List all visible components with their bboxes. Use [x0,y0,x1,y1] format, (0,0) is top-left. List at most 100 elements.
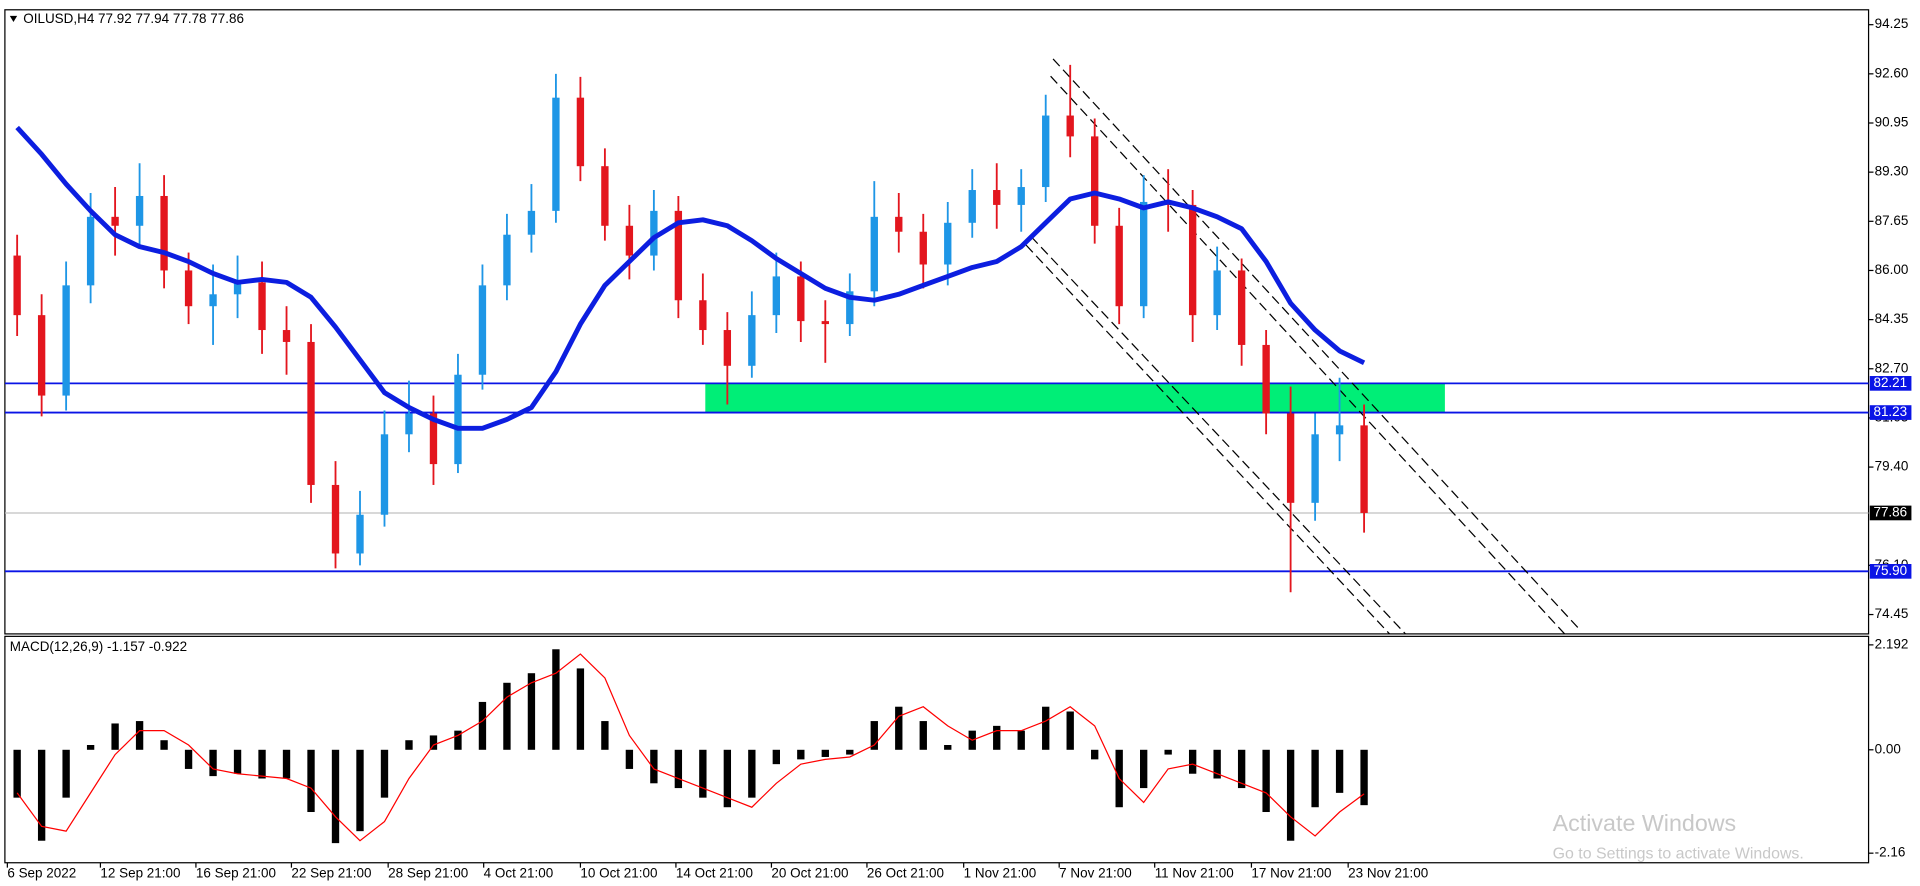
candle-body [699,300,707,331]
candle-body [601,166,609,226]
y-tick-label: 86.00 [1875,262,1909,277]
y-tick-label: 74.45 [1875,606,1909,621]
candle-body [86,216,95,286]
x-tick-label: 23 Nov 21:00 [1348,865,1428,880]
y-tick-label: 87.65 [1875,213,1909,228]
macd-bar [1237,749,1246,789]
macd-y-tick-label: -2.16 [1875,845,1906,860]
macd-bar [331,749,340,844]
trendline [1050,75,1566,634]
macd-bar [454,730,462,750]
candle-body [135,195,144,226]
macd-bar [1188,749,1197,774]
candle-body [1213,270,1221,316]
candle-body [454,374,462,465]
candle-body [576,97,585,167]
x-tick-label: 7 Nov 21:00 [1059,865,1132,880]
candle-body [674,210,683,301]
last-price-box [1869,505,1912,521]
candle-body [380,434,389,515]
candle-body [1017,187,1025,205]
x-tick-label: 11 Nov 21:00 [1155,865,1234,880]
candle-body [478,285,487,375]
candle-body [772,276,780,316]
candle-body [503,234,511,286]
macd-bar [111,723,119,750]
candle-body [1286,413,1295,503]
macd-bar [748,749,756,798]
macd-bar [13,749,21,798]
candle-body [846,291,854,325]
x-tick-label: 4 Oct 21:00 [484,865,554,880]
macd-bar [1262,749,1270,813]
macd-bar [307,749,315,813]
macd-bar [1213,749,1221,779]
candle-body [184,270,193,307]
macd-signal [16,653,1365,842]
macd-bar [184,749,193,769]
x-tick-label: 28 Sep 21:00 [388,865,468,880]
candle-body [233,282,242,295]
candle-body [919,231,927,265]
level-label-box [1869,376,1912,391]
macd-bar [503,682,511,750]
candle-body [209,294,217,307]
x-tick-label: 26 Oct 21:00 [867,865,944,880]
candle-body [1066,115,1074,137]
level-label-box [1869,405,1912,420]
macd-bar [1066,711,1074,750]
macd-y-tick-label: 0.00 [1875,741,1901,756]
candle-body [1188,204,1197,316]
candle-body [282,330,291,342]
macd-y-tick-label: 2.192 [1875,636,1909,651]
macd-bar [772,749,780,765]
zone [705,383,1445,413]
macd-bar [380,749,389,798]
collapse-icon[interactable] [9,15,18,23]
macd-bar [37,749,46,841]
watermark-title: Activate Windows [1553,810,1737,836]
macd-bar [576,668,585,750]
macd-bar [895,706,903,750]
macd-bar [674,749,683,789]
macd-bar [821,749,829,757]
macd-bar [86,745,95,750]
macd-bar [135,721,144,750]
candle-body [405,413,413,435]
macd-bar [1091,749,1099,760]
y-tick-label: 79.40 [1875,459,1909,474]
x-tick-label: 14 Oct 21:00 [676,865,753,880]
macd-bar [723,749,732,808]
macd-bar [993,725,1001,750]
macd-bar [405,740,413,750]
y-tick-label: 84.35 [1875,311,1909,326]
macd-bar [1311,749,1319,808]
trendline [1025,244,1391,634]
watermark-subtitle: Go to Settings to activate Windows. [1553,845,1804,862]
macd-bar [282,749,291,779]
level-label: 81.23 [1873,404,1907,419]
candle-body [1042,115,1050,188]
y-tick-label: 94.25 [1875,16,1909,31]
y-tick-label: 89.30 [1875,164,1909,179]
candle-body [1237,270,1246,345]
main-pane [4,9,1870,635]
macd-bar [625,749,634,769]
candle-body [1360,425,1368,513]
y-tick-label: 92.60 [1875,65,1909,80]
x-tick-label: 22 Sep 21:00 [291,865,371,880]
macd-bar [797,749,805,760]
macd-bar [160,740,168,750]
x-tick-label: 20 Oct 21:00 [771,865,848,880]
main-plot [4,58,1869,634]
candle-body [1140,201,1148,307]
macd-bar [919,721,927,750]
macd-bar [1042,706,1050,750]
y-tick-label: 82.70 [1875,360,1909,375]
candle-body [258,282,266,331]
x-tick-label: 16 Sep 21:00 [196,865,276,880]
candle-body [748,315,756,366]
macd-bar [1164,749,1172,755]
